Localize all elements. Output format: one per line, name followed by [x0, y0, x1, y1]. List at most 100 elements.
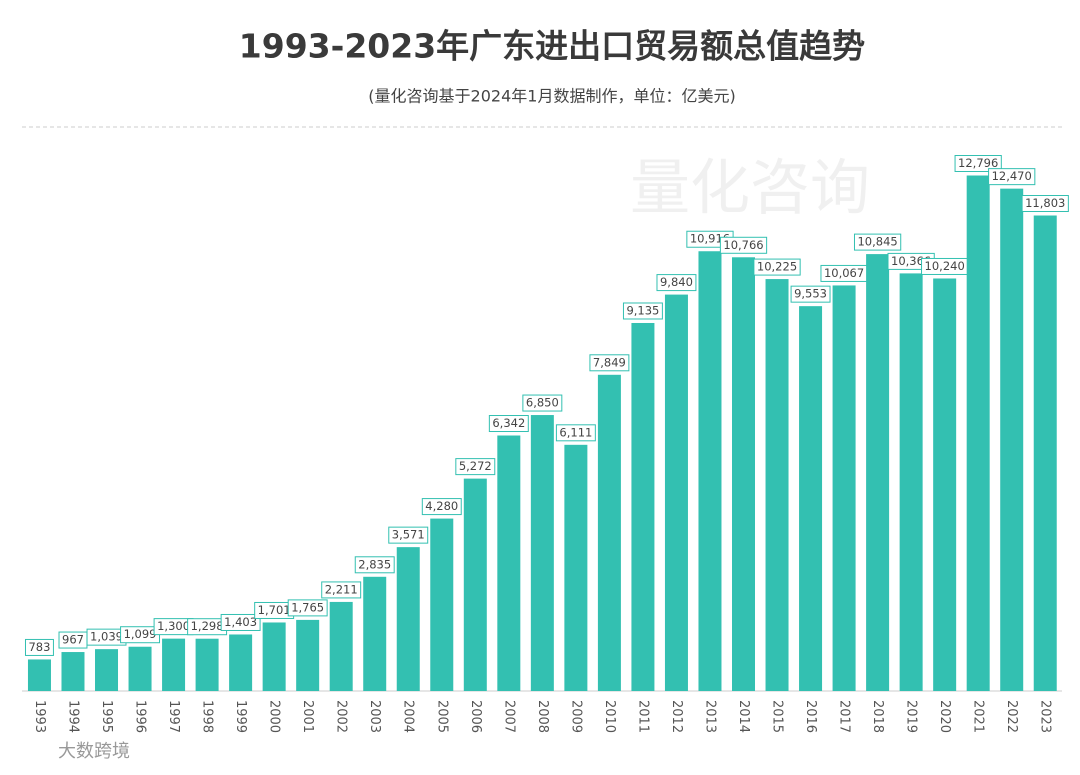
value-label: 12,470: [992, 169, 1032, 183]
value-label: 10,240: [925, 259, 965, 273]
bar: [27, 659, 51, 691]
value-label-box: [589, 354, 630, 372]
x-tick-label: 2002: [334, 700, 349, 733]
x-tick-label: 2010: [602, 700, 617, 733]
value-label: 7,849: [593, 355, 626, 369]
value-label: 1,701: [258, 603, 291, 617]
bar: [933, 278, 957, 691]
value-label: 1,298: [191, 619, 224, 633]
value-label: 6,111: [559, 425, 592, 439]
bar: [497, 435, 521, 691]
x-tick-label: 2003: [367, 700, 382, 733]
value-label: 4,280: [425, 499, 458, 513]
bar: [966, 175, 990, 691]
value-label: 783: [28, 640, 50, 654]
value-label: 11,803: [1025, 196, 1065, 210]
x-tick-label: 1997: [166, 700, 181, 733]
value-label-box: [455, 458, 496, 476]
bar: [799, 306, 823, 691]
x-tick-label: 2011: [635, 700, 650, 733]
value-label-box: [488, 415, 529, 433]
value-label: 3,571: [392, 528, 425, 542]
bar: [95, 649, 119, 691]
x-tick-label: 2005: [434, 700, 449, 733]
value-label-box: [421, 498, 462, 516]
value-label-box: [522, 394, 563, 412]
value-label: 1,099: [124, 627, 157, 641]
bar: [296, 619, 320, 691]
value-label: 2,211: [325, 582, 358, 596]
value-label: 12,796: [958, 156, 998, 170]
value-label-box: [656, 274, 697, 292]
bar: [1033, 215, 1057, 691]
x-tick-label: 2022: [1004, 700, 1019, 733]
bar: [732, 257, 756, 691]
bar: [631, 322, 655, 691]
value-label: 6,342: [492, 416, 525, 430]
value-label-box: [220, 613, 261, 631]
bar: [530, 415, 554, 691]
x-tick-label: 2016: [803, 700, 818, 733]
x-tick-label: 2001: [300, 700, 315, 733]
x-tick-label: 2018: [870, 700, 885, 733]
bar: [430, 518, 454, 691]
value-label-box: [321, 581, 362, 599]
x-tick-label: 2014: [736, 700, 751, 733]
bar: [262, 622, 286, 691]
bar: [664, 294, 688, 691]
watermark: 量化咨询: [630, 154, 870, 224]
value-label-box: [790, 285, 831, 303]
x-tick-label: 2019: [904, 700, 919, 733]
value-label-box: [753, 258, 801, 276]
value-label: 9,553: [794, 287, 827, 301]
x-tick-label: 2004: [401, 700, 416, 733]
x-tick-label: 2000: [267, 700, 282, 733]
bar: [128, 646, 152, 691]
chart-title: 1993-2023年广东进出口贸易额总值趋势: [239, 27, 865, 66]
x-tick-label: 1994: [65, 700, 80, 733]
x-tick-label: 2013: [702, 700, 717, 733]
value-label-box: [388, 526, 429, 544]
value-label-box: [622, 302, 663, 320]
bar: [463, 478, 487, 691]
x-tick-label: 2015: [770, 700, 785, 733]
value-label: 9,840: [660, 275, 693, 289]
x-tick-label: 2023: [1038, 700, 1053, 733]
value-label: 9,135: [626, 303, 659, 317]
value-label: 1,765: [291, 600, 324, 614]
value-label: 1,403: [224, 615, 257, 629]
value-label: 1,300: [157, 619, 190, 633]
value-label-box: [555, 424, 596, 442]
x-tick-label: 1996: [133, 700, 148, 733]
bar: [698, 251, 722, 691]
value-label: 10,845: [857, 235, 897, 249]
x-tick-label: 2012: [669, 700, 684, 733]
bar: [162, 638, 186, 691]
x-tick-label: 1995: [99, 700, 114, 733]
value-label-box: [954, 155, 1002, 173]
value-label: 10,766: [723, 238, 763, 252]
value-label-box: [1021, 195, 1069, 213]
value-label-box: [24, 638, 54, 656]
x-tick-label: 1993: [32, 700, 47, 733]
bar: [363, 576, 387, 691]
bar: [832, 285, 856, 691]
bar: [195, 638, 219, 691]
value-label-box: [988, 168, 1036, 186]
x-tick-label: 2021: [971, 700, 986, 733]
value-label: 1,039: [90, 630, 123, 644]
value-label-box: [853, 233, 902, 251]
value-label: 967: [62, 633, 84, 647]
x-tick-label: 1999: [233, 700, 248, 733]
value-label: 10,067: [824, 266, 864, 280]
bar: [899, 273, 923, 691]
x-tick-label: 1998: [200, 700, 215, 733]
bar: [866, 254, 890, 691]
value-label: 10,225: [757, 260, 797, 274]
logo: 大数跨境: [58, 741, 130, 762]
x-tick-label: 2007: [501, 700, 516, 733]
bar: [597, 374, 621, 691]
bar: [765, 279, 789, 691]
